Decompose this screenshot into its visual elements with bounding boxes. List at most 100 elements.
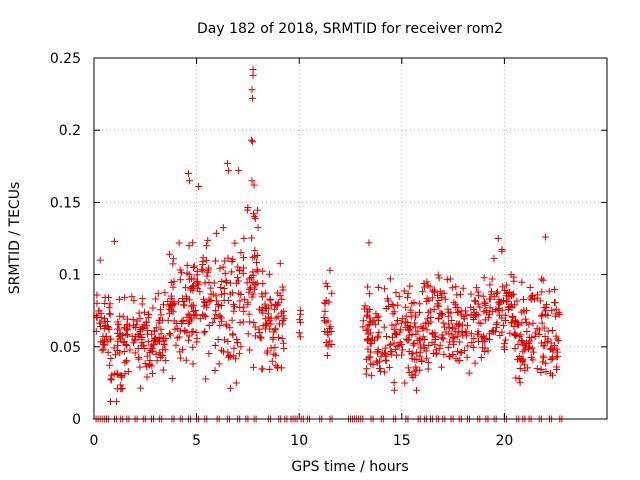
data-point [516, 365, 524, 373]
data-point [240, 307, 248, 315]
data-point [296, 316, 304, 324]
data-point [121, 293, 129, 301]
data-point [521, 366, 529, 374]
data-point [96, 256, 104, 264]
data-point [381, 368, 389, 376]
data-point [475, 292, 483, 300]
data-point [382, 350, 390, 358]
data-point [367, 360, 375, 368]
data-point [416, 366, 424, 374]
data-point [218, 278, 226, 286]
data-point [257, 334, 265, 342]
data-point [152, 324, 160, 332]
data-point [221, 257, 229, 265]
data-point [536, 297, 544, 305]
data-point [195, 183, 203, 191]
data-point [390, 386, 398, 394]
data-point [209, 319, 217, 327]
data-point [192, 328, 200, 336]
data-point [243, 279, 251, 287]
data-point [137, 384, 145, 392]
data-point [448, 284, 456, 292]
data-point [224, 167, 232, 175]
data-point [387, 348, 395, 356]
data-point [365, 239, 373, 247]
data-point [399, 346, 407, 354]
data-point [480, 274, 488, 282]
data-point [144, 338, 152, 346]
data-point [467, 330, 475, 338]
data-point [388, 333, 396, 341]
data-point [173, 334, 181, 342]
data-point [414, 336, 422, 344]
data-point [521, 315, 529, 323]
data-point [235, 267, 243, 275]
data-point [411, 311, 419, 319]
x-tick-label: 15 [393, 433, 411, 449]
data-point [218, 317, 226, 325]
data-point [456, 320, 464, 328]
data-point [142, 318, 150, 326]
data-point [324, 331, 332, 339]
data-point [160, 340, 168, 348]
data-point [104, 348, 112, 356]
data-point [547, 355, 555, 363]
data-point [493, 288, 501, 296]
data-point [262, 304, 270, 312]
y-tick-label: 0.05 [50, 340, 81, 356]
data-point [223, 159, 231, 167]
data-point [262, 289, 270, 297]
data-point [153, 337, 161, 345]
data-point [468, 338, 476, 346]
data-point [388, 301, 396, 309]
data-point [258, 293, 266, 301]
data-point [404, 321, 412, 329]
data-point [169, 301, 177, 309]
data-point [413, 348, 421, 356]
data-point [274, 313, 282, 321]
data-point [424, 359, 432, 367]
data-point [167, 306, 175, 314]
data-point [537, 339, 545, 347]
data-point [527, 353, 535, 361]
data-point [272, 325, 280, 333]
data-point [432, 346, 440, 354]
data-point [429, 294, 437, 302]
data-point [423, 354, 431, 362]
data-point [511, 344, 519, 352]
data-point [320, 313, 328, 321]
data-point [549, 326, 557, 334]
data-point [122, 330, 130, 338]
data-point [359, 323, 367, 331]
data-point [465, 369, 473, 377]
data-point [111, 237, 119, 245]
data-point [551, 342, 559, 350]
data-point [518, 357, 526, 365]
data-point [364, 345, 372, 353]
data-point [204, 236, 212, 244]
data-point [525, 343, 533, 351]
data-point [205, 278, 213, 286]
data-point [374, 284, 382, 292]
data-point [394, 316, 402, 324]
data-point [186, 296, 194, 304]
data-point [130, 297, 138, 305]
data-point [190, 263, 198, 271]
data-point [244, 204, 252, 211]
data-point [496, 311, 504, 319]
data-point [441, 295, 449, 303]
data-point [420, 279, 428, 287]
data-point [156, 316, 164, 324]
data-point [147, 346, 155, 354]
data-point [476, 303, 484, 311]
data-point [412, 386, 420, 394]
data-point [263, 349, 271, 357]
data-point [246, 346, 254, 354]
data-point [435, 296, 443, 304]
data-point [236, 297, 244, 305]
data-point [216, 321, 224, 329]
data-point [205, 350, 213, 358]
data-point [456, 290, 464, 298]
y-axis-label: SRMTID / TECUs [7, 182, 23, 295]
data-point [225, 352, 233, 360]
